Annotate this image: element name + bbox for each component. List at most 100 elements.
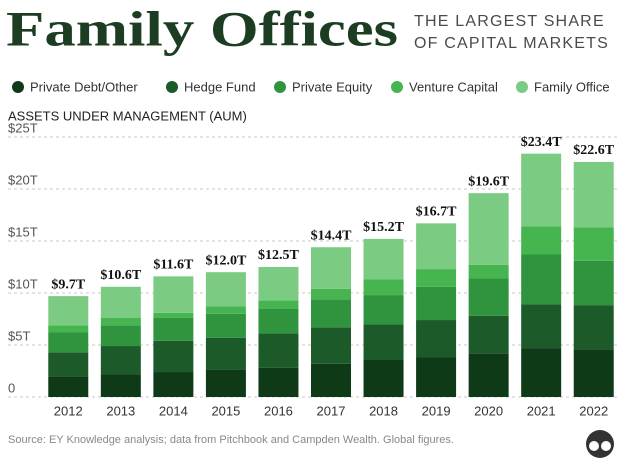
x-tick-label: 2012	[54, 403, 83, 418]
legend-swatch	[391, 81, 403, 93]
bar-segment	[363, 359, 404, 397]
bar-segment	[468, 353, 509, 397]
x-tick-label: 2018	[369, 403, 398, 418]
bar-segment	[573, 161, 614, 228]
bar-segment	[48, 325, 89, 333]
legend-label: Private Debt/Other	[30, 79, 138, 94]
total-label: $12.0T	[205, 253, 247, 268]
bar-segment	[205, 313, 246, 338]
legend-label: Hedge Fund	[184, 79, 256, 94]
bar-segment	[48, 296, 89, 326]
bar-segment	[153, 340, 194, 373]
bar-segment	[153, 317, 194, 341]
bar-segment	[153, 372, 194, 397]
bar-segment	[468, 315, 509, 354]
x-tick-label: 2021	[527, 403, 556, 418]
bar-segment	[416, 320, 457, 358]
bar-segment	[258, 267, 299, 301]
chart-subtitle: THE LARGEST SHARE	[414, 13, 605, 30]
bar-segment	[205, 306, 246, 314]
bar-segment	[100, 346, 141, 375]
bar-segment	[311, 327, 351, 364]
x-tick-label: 2014	[159, 403, 188, 418]
bar-segment	[573, 305, 614, 350]
chart-subtitle: OF CAPITAL MARKETS	[414, 35, 609, 52]
legend-label: Private Equity	[292, 79, 373, 94]
total-label: $19.6T	[468, 174, 510, 189]
total-label: $22.6T	[573, 143, 615, 158]
x-tick-label: 2019	[422, 403, 451, 418]
bar-segment	[468, 193, 509, 265]
source-note: Source: EY Knowledge analysis; data from…	[8, 434, 454, 446]
bar-segment	[416, 269, 457, 287]
legend-swatch	[166, 81, 178, 93]
bar-segment	[573, 260, 614, 306]
bar-segment	[153, 312, 194, 318]
bar-segment	[48, 376, 89, 397]
bar-segment	[258, 300, 299, 309]
bar-segment	[48, 352, 89, 377]
bar-segment	[48, 332, 89, 353]
bar-segment	[205, 369, 246, 397]
bar-segment	[468, 264, 509, 279]
bar-segment	[205, 337, 246, 370]
total-label: $11.6T	[153, 258, 194, 273]
bar-segment	[100, 286, 141, 318]
x-tick-label: 2013	[106, 403, 135, 418]
bar-segment	[205, 272, 246, 307]
total-label: $12.5T	[258, 248, 300, 263]
chart-title: Family Offices	[6, 0, 398, 56]
bar-segment	[521, 304, 562, 349]
bar-segment	[521, 153, 562, 227]
total-label: $15.2T	[363, 220, 405, 235]
bar-segment	[258, 367, 299, 397]
logo	[586, 430, 614, 458]
x-tick-label: 2022	[579, 403, 608, 418]
bar-segment	[363, 238, 404, 280]
bar-segment	[311, 363, 351, 397]
bar-segment	[416, 286, 457, 321]
total-label: $10.6T	[100, 268, 142, 283]
bar-segment	[100, 374, 141, 397]
bar-segment	[258, 333, 299, 368]
legend-label: Venture Capital	[409, 79, 498, 94]
bar-segment	[363, 279, 404, 296]
bar-segment	[363, 295, 404, 325]
bar-segment	[311, 247, 351, 289]
bar-segment	[416, 223, 457, 270]
bar-segment	[573, 227, 614, 261]
y-tick-label: $10T	[8, 276, 38, 291]
y-tick-label: 0	[8, 380, 15, 395]
bar-segment	[363, 324, 404, 360]
total-label: $14.4T	[311, 228, 353, 243]
bar-segment	[521, 226, 562, 255]
bar-segment	[258, 308, 299, 334]
y-tick-label: $25T	[8, 120, 38, 135]
bar-segment	[311, 288, 351, 300]
x-tick-label: 2017	[317, 403, 346, 418]
bar-segment	[100, 325, 141, 347]
bar-segment	[468, 278, 509, 316]
x-tick-label: 2020	[474, 403, 503, 418]
legend-swatch	[12, 81, 24, 93]
total-label: $23.4T	[521, 135, 563, 150]
x-tick-label: 2015	[211, 403, 240, 418]
bar-segment	[153, 276, 194, 313]
bar-segment	[521, 348, 562, 397]
legend-label: Family Office	[534, 79, 610, 94]
bar-segment	[521, 254, 562, 305]
legend-swatch	[274, 81, 286, 93]
bar-segment	[416, 357, 457, 397]
bar-segment	[311, 299, 351, 328]
legend-swatch	[516, 81, 528, 93]
bar-segment	[573, 349, 614, 397]
total-label: $16.7T	[416, 205, 458, 220]
x-tick-label: 2016	[264, 403, 293, 418]
axis-title: ASSETS UNDER MANAGEMENT (AUM)	[8, 108, 247, 123]
total-label: $9.7T	[51, 277, 86, 292]
bar-segment	[100, 317, 141, 326]
y-tick-label: $20T	[8, 172, 38, 187]
y-tick-label: $5T	[8, 328, 30, 343]
y-tick-label: $15T	[8, 224, 38, 239]
